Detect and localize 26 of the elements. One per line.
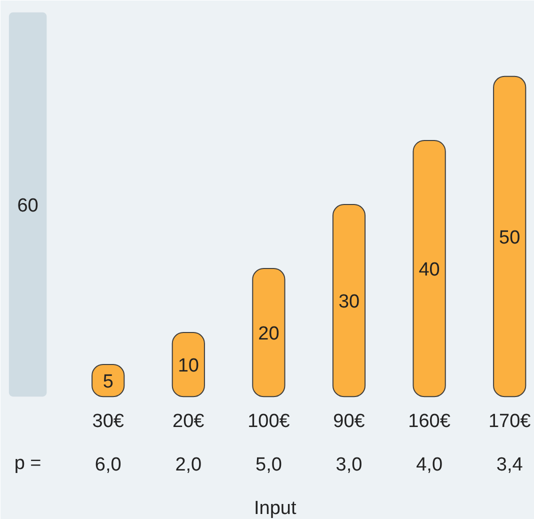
x-axis-title: Input (254, 498, 297, 519)
text: 2,0 (175, 454, 202, 476)
text: 5,0 (256, 454, 282, 476)
text: p = (14, 453, 42, 474)
x-tick-label: 100€ (248, 411, 290, 432)
x-tick-label: 20€ (172, 411, 205, 432)
data-label: 40 (418, 260, 440, 281)
text: 6,0 (94, 454, 122, 476)
text: 3,4 (496, 454, 524, 476)
data-label: 20 (258, 324, 280, 345)
x-tick-label: 30€ (92, 411, 124, 432)
bar (172, 332, 205, 398)
x-tick-label: 90€ (333, 411, 366, 432)
data-label: 50 (499, 228, 520, 248)
data-label: 10 (178, 356, 199, 377)
bar (252, 268, 286, 398)
text: 4,0 (416, 454, 443, 476)
bar (412, 140, 446, 398)
x-tick-label: 160€ (408, 411, 451, 432)
data-label: 60 (17, 195, 38, 216)
bar (332, 204, 366, 398)
data-label: 30 (338, 292, 360, 313)
data-label: 5 (102, 372, 114, 393)
x-tick-label: 170€ (488, 411, 532, 432)
text: 3,0 (336, 454, 362, 476)
bar (493, 76, 526, 398)
